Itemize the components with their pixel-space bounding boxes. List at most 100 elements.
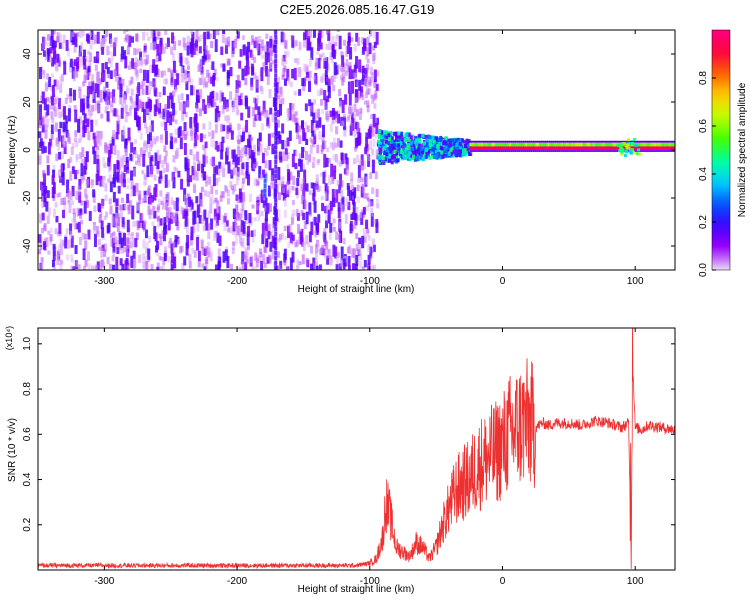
heatmap-cell [274, 226, 278, 232]
heatmap-cell [75, 261, 79, 267]
heatmap-cell [279, 86, 283, 95]
heatmap-cell [52, 94, 56, 103]
heatmap-cell [187, 73, 191, 81]
heatmap-cell [417, 137, 421, 142]
heatmap-cell [517, 150, 521, 152]
heatmap-cell [72, 212, 76, 222]
heatmap-cell [580, 150, 584, 152]
heatmap-cell [341, 55, 345, 67]
heatmap-cell [134, 160, 138, 165]
heatmap-cell [407, 139, 411, 144]
heatmap-cell [101, 72, 105, 82]
heatmap-cell [78, 209, 82, 216]
heatmap-cell [114, 212, 118, 223]
heatmap-cell [386, 155, 390, 160]
heatmap-cell [487, 150, 491, 152]
heatmap-cell [321, 133, 325, 144]
heatmap-cell [590, 142, 594, 147]
heatmap-cell [183, 256, 187, 266]
heatmap-cell [184, 158, 188, 172]
heatmap-cell [201, 163, 205, 174]
x-tick-label: -100 [360, 276, 380, 287]
heatmap-cell [216, 112, 220, 122]
heatmap-cell [501, 146, 505, 150]
heatmap-cell [276, 119, 280, 128]
heatmap-cell [351, 189, 355, 202]
heatmap-cell [407, 143, 411, 148]
heatmap-cell [291, 69, 295, 79]
heatmap-cell [287, 169, 291, 181]
heatmap-cell [67, 158, 71, 169]
x-tick-label: 0 [500, 276, 506, 287]
heatmap-cell [75, 154, 79, 163]
heatmap-cell [125, 30, 129, 32]
heatmap-cell [215, 30, 219, 36]
heatmap-cell [369, 30, 373, 37]
heatmap-cell [568, 150, 572, 152]
heatmap-cell [333, 142, 337, 148]
heatmap-cell [128, 200, 132, 207]
heatmap-cell [151, 209, 155, 216]
heatmap-cell [193, 250, 197, 258]
heatmap-cell [75, 140, 79, 148]
heatmap-cell [407, 136, 411, 141]
heatmap-cell [385, 134, 389, 139]
heatmap-cell [359, 211, 363, 219]
heatmap-cell [247, 60, 251, 69]
heatmap-cell [322, 171, 326, 184]
heatmap-cell [325, 43, 329, 50]
heatmap-cell [347, 36, 351, 43]
heatmap-cell [102, 261, 106, 268]
heatmap-cell [160, 70, 164, 78]
heatmap-cell [241, 177, 245, 184]
heatmap-cell [338, 89, 342, 97]
heatmap-cell [284, 39, 288, 50]
heatmap-cell [261, 234, 265, 245]
heatmap-cell [277, 109, 281, 118]
heatmap-cell [397, 147, 401, 152]
heatmap-cell [390, 136, 394, 141]
heatmap-cell [124, 37, 128, 42]
heatmap-cell [100, 220, 104, 230]
heatmap-cell [297, 68, 301, 77]
heatmap-cell [177, 238, 181, 245]
heatmap-cell [242, 44, 246, 56]
heatmap-cell [343, 39, 347, 46]
heatmap-cell [280, 232, 284, 240]
heatmap-cell [261, 46, 265, 51]
heatmap-cell [46, 104, 50, 116]
heatmap-cell [529, 142, 533, 147]
heatmap-cell [55, 153, 59, 162]
heatmap-cell [130, 255, 134, 268]
heatmap-cell [186, 65, 190, 70]
heatmap-cell [244, 210, 248, 221]
heatmap-cell [215, 76, 219, 82]
heatmap-cell [281, 123, 285, 134]
heatmap-cell [69, 93, 73, 103]
heatmap-cell [629, 151, 633, 155]
heatmap-cell [366, 105, 370, 113]
heatmap-cell [329, 123, 333, 133]
heatmap-cell [105, 81, 109, 88]
heatmap-cell [112, 251, 116, 257]
heatmap-cell [360, 92, 364, 98]
heatmap-cell [148, 98, 152, 111]
heatmap-cell [371, 159, 375, 174]
heatmap-cell [141, 197, 145, 204]
heatmap-cell [284, 235, 288, 241]
heatmap-cell [355, 89, 359, 103]
heatmap-cell [548, 146, 552, 150]
heatmap-cell [466, 141, 470, 146]
heatmap-cell [385, 148, 389, 153]
heatmap-cell [332, 137, 336, 146]
heatmap-cell [127, 237, 131, 244]
heatmap-cell [642, 150, 646, 152]
heatmap-cell [217, 248, 221, 258]
heatmap-cell [625, 146, 629, 150]
heatmap-cell [226, 198, 230, 205]
heatmap-cell [192, 86, 196, 96]
heatmap-cell [389, 130, 393, 135]
heatmap-cell [251, 204, 255, 209]
heatmap-cell [261, 222, 265, 235]
heatmap-cell [501, 142, 505, 147]
